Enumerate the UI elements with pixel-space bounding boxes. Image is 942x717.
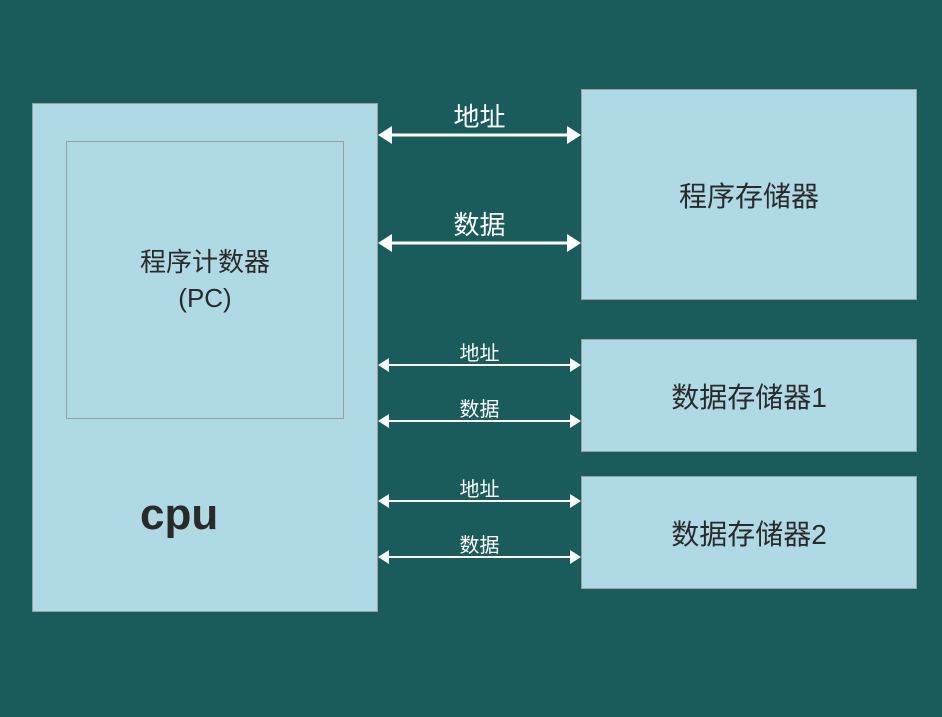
data-memory-1-box: 数据存储器1 [581, 339, 917, 452]
data-memory-1-label: 数据存储器1 [671, 376, 827, 416]
pc-label-line1: 程序计数器 [140, 244, 270, 280]
pc-label-line2: (PC) [178, 280, 231, 316]
data-memory-2-box: 数据存储器2 [581, 476, 917, 589]
data-memory-2-label: 数据存储器2 [671, 513, 827, 553]
arrow-label-data-prog: 数据 [430, 205, 530, 242]
program-memory-box: 程序存储器 [581, 89, 917, 300]
cpu-label: cpu [140, 490, 218, 540]
arrow-label-data-dm2: 数据 [430, 529, 530, 558]
arrow-label-addr-dm2: 地址 [430, 473, 530, 502]
diagram-canvas: cpu 程序计数器 (PC) 程序存储器 数据存储器1 数据存储器2 地址 数据… [0, 0, 942, 717]
arrow-label-data-dm1: 数据 [430, 393, 530, 422]
arrow-label-addr-dm1: 地址 [430, 337, 530, 366]
program-counter-box: 程序计数器 (PC) [66, 141, 344, 419]
arrow-label-addr-prog: 地址 [430, 97, 530, 134]
program-memory-label: 程序存储器 [679, 175, 819, 215]
